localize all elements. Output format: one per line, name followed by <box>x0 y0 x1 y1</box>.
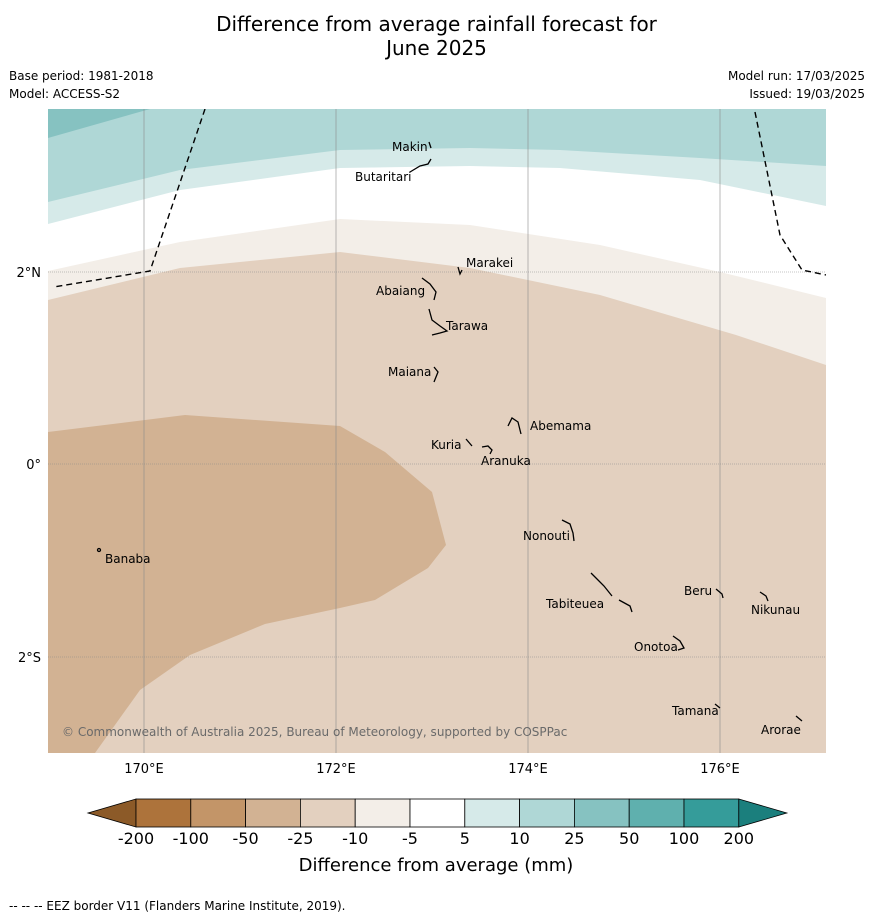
colorbar-tick-label: 25 <box>564 829 584 848</box>
colorbar-segment <box>299 798 356 828</box>
island-marakei <box>457 266 463 276</box>
colorbar-segment <box>245 798 301 828</box>
label-banaba: Banaba <box>105 552 151 566</box>
label-onotoa: Onotoa <box>634 640 678 654</box>
colorbar-tick-label: -10 <box>342 829 368 848</box>
colorbar-tick-label: 10 <box>509 829 529 848</box>
lat-label-2n: 2°N <box>17 266 42 281</box>
label-butaritari: Butaritari <box>355 170 412 184</box>
island-tarawa <box>428 308 449 336</box>
island-tabiteuea-south <box>618 599 633 613</box>
label-makin: Makin <box>392 140 428 154</box>
label-abaiang: Abaiang <box>376 284 425 298</box>
label-nikunau: Nikunau <box>751 603 800 617</box>
issued-date: Issued: 19/03/2025 <box>749 87 865 101</box>
label-aranuka: Aranuka <box>481 454 531 468</box>
band-minus50-minus25 <box>48 415 446 753</box>
colorbar-tick-labels: -200 -100 -50 -25 -10 -5 5 10 25 50 100 200 <box>118 829 754 848</box>
island-butaritari <box>409 158 432 173</box>
label-nonouti: Nonouti <box>523 529 570 543</box>
lon-label-172e: 172°E <box>316 762 356 777</box>
colorbar-segment <box>519 798 575 828</box>
island-kuria <box>465 438 473 447</box>
island-nonouti <box>561 519 575 542</box>
label-kuria: Kuria <box>431 438 462 452</box>
colorbar-segment <box>190 798 247 828</box>
title-line-1: Difference from average rainfall forecas… <box>216 12 657 36</box>
island-arorae <box>795 715 803 722</box>
eez-note: -- -- -- EEZ border V11 (Flanders Marine… <box>9 899 346 913</box>
colorbar-segment <box>409 798 466 828</box>
colorbar-tick-label: 100 <box>669 829 700 848</box>
colorbar-tick-label: -50 <box>233 829 259 848</box>
label-abemama: Abemama <box>530 419 591 433</box>
meta-right: Model run: 17/03/2025 Issued: 19/03/2025 <box>728 67 865 103</box>
label-tarawa: Tarawa <box>445 319 488 333</box>
colorbar-segment <box>574 798 630 828</box>
islands <box>96 141 803 722</box>
colorbar-tick-label: -25 <box>287 829 313 848</box>
meta-left: Base period: 1981-2018 Model: ACCESS-S2 <box>9 67 154 103</box>
map-title: Difference from average rainfall forecas… <box>0 12 873 60</box>
island-beru <box>715 588 724 599</box>
colorbar-tick-label: 5 <box>460 829 470 848</box>
island-abaiang <box>421 277 437 301</box>
label-tamana: Tamana <box>671 704 719 718</box>
colorbar-segment <box>683 798 740 828</box>
lat-label-0: 0° <box>26 458 41 473</box>
colorbar-tick-label: -100 <box>173 829 209 848</box>
copyright-notice: © Commonwealth of Australia 2025, Bureau… <box>62 725 567 739</box>
island-abemama <box>507 417 522 435</box>
lon-label-174e: 174°E <box>508 762 548 777</box>
colorbar-tick-label: -5 <box>402 829 418 848</box>
lon-label-170e: 170°E <box>124 762 164 777</box>
colorbar-tick-label: -200 <box>118 829 154 848</box>
colorbar-segment <box>464 798 520 828</box>
label-beru: Beru <box>684 584 712 598</box>
band-25-50 <box>48 109 150 138</box>
lon-label-176e: 176°E <box>700 762 740 777</box>
island-onotoa <box>672 635 685 651</box>
island-tamana <box>714 703 721 709</box>
colorbar-title: Difference from average (mm) <box>299 855 574 876</box>
island-banaba <box>96 547 102 553</box>
colorbar-segment <box>135 798 192 828</box>
island-makin <box>428 141 432 149</box>
label-marakei: Marakei <box>466 256 513 270</box>
label-maiana: Maiana <box>388 365 431 379</box>
lat-label-2s: 2°S <box>18 651 41 666</box>
eez-border <box>53 109 826 288</box>
colorbar-segment <box>628 798 685 828</box>
colorbar-segment <box>354 798 411 828</box>
place-labels: Makin Butaritari Marakei Abaiang Tarawa … <box>105 140 801 737</box>
model-name: Model: ACCESS-S2 <box>9 87 121 101</box>
map-field: Makin Butaritari Marakei Abaiang Tarawa … <box>48 109 826 753</box>
island-tabiteuea-north <box>590 572 613 597</box>
gridlines <box>143 109 721 753</box>
colorbar-tick-label: 200 <box>724 829 755 848</box>
island-maiana <box>433 366 439 383</box>
colorbar-tick-label: 50 <box>619 829 639 848</box>
island-aranuka <box>481 445 493 455</box>
colorbar-extend-high <box>738 798 789 828</box>
title-line-2: June 2025 <box>386 36 487 60</box>
lat-gridlines <box>48 271 826 658</box>
colorbar-extend-low <box>86 798 137 828</box>
colorbar <box>86 798 789 828</box>
base-period: Base period: 1981-2018 <box>9 69 154 83</box>
model-run: Model run: 17/03/2025 <box>727 69 865 83</box>
island-nikunau <box>759 591 769 602</box>
label-tabiteuea: Tabiteuea <box>545 597 604 611</box>
label-arorae: Arorae <box>761 723 801 737</box>
band-10-25 <box>48 109 826 202</box>
